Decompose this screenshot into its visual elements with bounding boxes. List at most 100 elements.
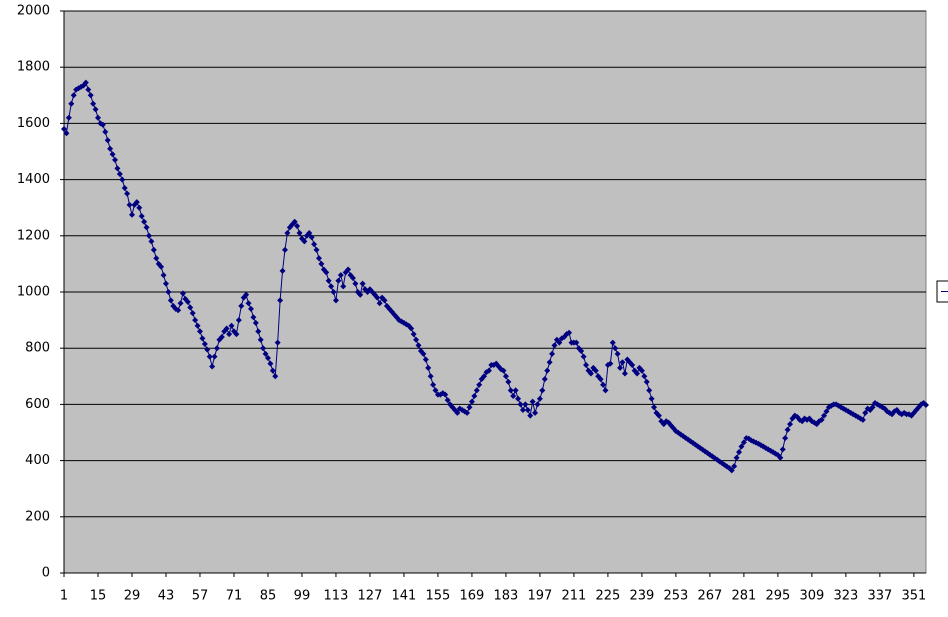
data-point: [643, 378, 650, 385]
data-point: [345, 266, 352, 273]
x-tick-label: 57: [192, 589, 209, 604]
data-point: [517, 401, 524, 408]
x-tick-label: 1: [60, 589, 68, 604]
data-point: [153, 255, 160, 262]
x-tick-label: 323: [833, 589, 858, 604]
data-point: [823, 408, 830, 415]
data-point: [733, 454, 740, 461]
data-point: [777, 454, 784, 461]
y-tick-label: 600: [25, 397, 50, 412]
data-point: [233, 331, 240, 338]
data-point: [111, 156, 118, 163]
y-tick-label: 800: [25, 341, 50, 356]
data-point: [296, 229, 303, 236]
data-point: [646, 387, 653, 394]
data-point: [415, 342, 422, 349]
data-point: [374, 294, 381, 301]
data-point: [311, 241, 318, 248]
data-point: [602, 387, 609, 394]
x-tick-label: 127: [358, 589, 383, 604]
data-point: [580, 353, 587, 360]
data-point: [527, 412, 534, 419]
data-point: [408, 325, 415, 332]
data-point: [194, 322, 201, 329]
data-point: [128, 211, 135, 218]
data-point: [206, 353, 213, 360]
data-point: [284, 229, 291, 236]
x-tick-label: 211: [562, 589, 587, 604]
data-point: [274, 339, 281, 346]
data-point: [425, 364, 432, 371]
data-point: [476, 381, 483, 388]
data-point: [90, 100, 97, 107]
data-point: [541, 376, 548, 383]
data-point: [505, 378, 512, 385]
data-point: [133, 199, 140, 206]
data-point: [529, 398, 536, 405]
data-point: [323, 269, 330, 276]
y-tick-label: 400: [25, 453, 50, 468]
data-point: [177, 300, 184, 307]
data-point: [779, 446, 786, 453]
data-point: [629, 362, 636, 369]
data-point: [189, 310, 196, 317]
data-point: [167, 297, 174, 304]
data-point: [862, 409, 869, 416]
data-point: [218, 333, 225, 340]
data-point: [464, 409, 471, 416]
data-point: [340, 283, 347, 290]
data-point: [818, 416, 825, 423]
data-point: [655, 412, 662, 419]
data-point: [138, 213, 145, 220]
data-point: [257, 336, 264, 343]
data-point: [226, 331, 233, 338]
data-point: [238, 303, 245, 310]
data-point: [187, 304, 194, 311]
x-tick-label: 239: [629, 589, 654, 604]
data-point: [109, 151, 116, 158]
data-point: [145, 232, 152, 239]
data-point: [267, 360, 274, 367]
data-point: [102, 128, 109, 135]
data-point: [119, 176, 126, 183]
data-point: [61, 126, 67, 133]
data-point: [126, 201, 133, 208]
data-point: [728, 467, 735, 474]
data-point: [165, 289, 172, 295]
data-point: [87, 92, 94, 99]
data-point: [352, 280, 359, 287]
data-point: [502, 373, 509, 380]
data-point: [223, 325, 230, 332]
data-point: [648, 395, 655, 402]
data-point: [136, 204, 143, 211]
data-point: [869, 404, 876, 411]
data-point: [245, 300, 252, 307]
data-point: [196, 328, 203, 335]
data-point: [532, 409, 539, 416]
data-point: [213, 345, 220, 352]
data-point: [141, 218, 148, 225]
data-point: [583, 362, 590, 369]
data-point: [638, 367, 645, 374]
data-point: [114, 165, 121, 172]
data-point: [85, 86, 92, 93]
data-point: [787, 421, 794, 428]
data-point: [821, 412, 828, 419]
data-point: [410, 331, 417, 338]
y-tick-label: 1000: [17, 285, 50, 300]
x-tick-label: 337: [867, 589, 892, 604]
data-point: [500, 367, 507, 374]
data-point: [546, 359, 553, 366]
x-tick-label: 29: [124, 589, 141, 604]
data-point: [539, 387, 546, 394]
data-point: [432, 387, 439, 394]
data-point: [104, 137, 111, 144]
data-point: [731, 463, 738, 470]
y-tick-label: 1400: [17, 172, 50, 187]
data-point: [235, 317, 242, 324]
data-point: [279, 267, 286, 274]
x-tick-label: 43: [158, 589, 175, 604]
data-point: [597, 376, 604, 383]
data-point: [92, 106, 99, 113]
data-point: [784, 426, 791, 433]
